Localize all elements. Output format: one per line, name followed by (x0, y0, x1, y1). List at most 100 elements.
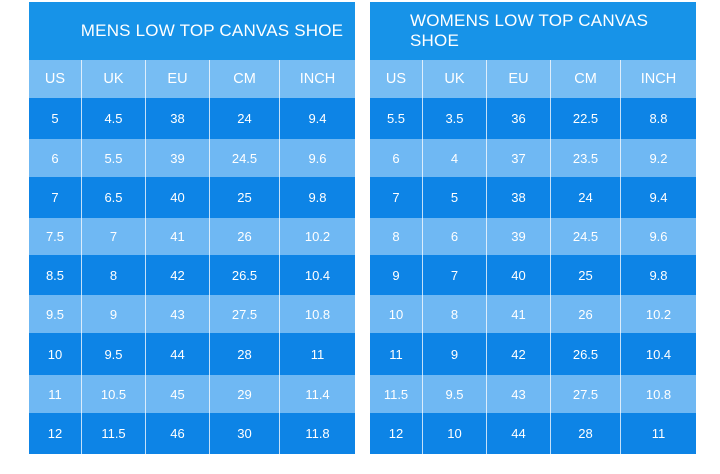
cell-cm: 22.5 (550, 98, 620, 139)
cell-cm: 23.5 (550, 139, 620, 177)
cell-eu: 41 (486, 295, 550, 333)
cell-us: 8 (370, 218, 422, 255)
cell-us: 7 (370, 177, 422, 218)
cell-cm: 25 (209, 177, 279, 218)
cell-inch: 9.8 (279, 177, 355, 218)
cell-inch: 10.4 (620, 333, 696, 375)
size-row: 5 4.5 38 24 9.4 (29, 98, 355, 139)
size-row: 6 5.5 39 24.5 9.6 (29, 139, 355, 177)
header-uk: UK (422, 60, 486, 98)
size-row: 12 11.5 46 30 11.8 (29, 413, 355, 454)
cell-cm: 28 (550, 413, 620, 454)
size-row: 8 6 39 24.5 9.6 (370, 218, 696, 255)
cell-us: 5 (29, 98, 81, 139)
cell-inch: 10.2 (620, 295, 696, 333)
cell-inch: 10.8 (279, 295, 355, 333)
cell-us: 7.5 (29, 218, 81, 255)
cell-eu: 42 (145, 255, 209, 295)
header-us: US (29, 60, 81, 98)
cell-inch: 11 (279, 333, 355, 375)
size-row: 7.5 7 41 26 10.2 (29, 218, 355, 255)
size-row: 8.5 8 42 26.5 10.4 (29, 255, 355, 295)
cell-cm: 26 (209, 218, 279, 255)
cell-inch: 9.6 (620, 218, 696, 255)
womens-size-chart: WOMENS LOW TOP CANVAS SHOE US UK EU CM I… (370, 2, 696, 454)
cell-us: 10 (29, 333, 81, 375)
cell-us: 7 (29, 177, 81, 218)
header-uk: UK (81, 60, 145, 98)
cell-uk: 10 (422, 413, 486, 454)
cell-eu: 40 (145, 177, 209, 218)
cell-uk: 10.5 (81, 375, 145, 413)
cell-inch: 11 (620, 413, 696, 454)
cell-cm: 24 (209, 98, 279, 139)
cell-uk: 9 (422, 333, 486, 375)
cell-uk: 6 (422, 218, 486, 255)
cell-cm: 24.5 (550, 218, 620, 255)
mens-chart-title: MENS LOW TOP CANVAS SHOE (29, 2, 355, 60)
size-row: 10 8 41 26 10.2 (370, 295, 696, 333)
cell-us: 12 (370, 413, 422, 454)
size-row: 5.5 3.5 36 22.5 8.8 (370, 98, 696, 139)
cell-us: 12 (29, 413, 81, 454)
cell-us: 11 (370, 333, 422, 375)
cell-us: 10 (370, 295, 422, 333)
cell-inch: 9.4 (279, 98, 355, 139)
cell-cm: 29 (209, 375, 279, 413)
header-inch: INCH (620, 60, 696, 98)
cell-uk: 8 (81, 255, 145, 295)
cell-cm: 30 (209, 413, 279, 454)
cell-eu: 39 (145, 139, 209, 177)
cell-cm: 25 (550, 255, 620, 295)
size-row: 9.5 9 43 27.5 10.8 (29, 295, 355, 333)
cell-cm: 28 (209, 333, 279, 375)
header-inch: INCH (279, 60, 355, 98)
cell-us: 8.5 (29, 255, 81, 295)
cell-us: 6 (29, 139, 81, 177)
size-row: 7 5 38 24 9.4 (370, 177, 696, 218)
cell-inch: 9.8 (620, 255, 696, 295)
cell-us: 5.5 (370, 98, 422, 139)
size-row: 11 9 42 26.5 10.4 (370, 333, 696, 375)
header-eu: EU (486, 60, 550, 98)
size-row: 10 9.5 44 28 11 (29, 333, 355, 375)
cell-inch: 10.4 (279, 255, 355, 295)
cell-inch: 9.2 (620, 139, 696, 177)
cell-cm: 26 (550, 295, 620, 333)
mens-header-row: US UK EU CM INCH (29, 60, 355, 98)
cell-inch: 11.4 (279, 375, 355, 413)
cell-cm: 26.5 (550, 333, 620, 375)
cell-inch: 8.8 (620, 98, 696, 139)
cell-cm: 24 (550, 177, 620, 218)
cell-uk: 9 (81, 295, 145, 333)
cell-uk: 9.5 (81, 333, 145, 375)
size-row: 11 10.5 45 29 11.4 (29, 375, 355, 413)
cell-eu: 42 (486, 333, 550, 375)
cell-us: 9.5 (29, 295, 81, 333)
cell-cm: 24.5 (209, 139, 279, 177)
cell-us: 6 (370, 139, 422, 177)
womens-chart-title: WOMENS LOW TOP CANVAS SHOE (370, 2, 696, 60)
header-eu: EU (145, 60, 209, 98)
cell-uk: 5 (422, 177, 486, 218)
cell-us: 11.5 (370, 375, 422, 413)
cell-uk: 3.5 (422, 98, 486, 139)
header-cm: CM (550, 60, 620, 98)
cell-eu: 43 (486, 375, 550, 413)
cell-inch: 11.8 (279, 413, 355, 454)
cell-eu: 46 (145, 413, 209, 454)
mens-size-chart: MENS LOW TOP CANVAS SHOE US UK EU CM INC… (29, 2, 355, 454)
cell-eu: 44 (145, 333, 209, 375)
cell-eu: 37 (486, 139, 550, 177)
header-us: US (370, 60, 422, 98)
womens-header-row: US UK EU CM INCH (370, 60, 696, 98)
cell-uk: 9.5 (422, 375, 486, 413)
cell-uk: 4.5 (81, 98, 145, 139)
cell-us: 9 (370, 255, 422, 295)
size-row: 12 10 44 28 11 (370, 413, 696, 454)
cell-eu: 45 (145, 375, 209, 413)
cell-inch: 9.4 (620, 177, 696, 218)
cell-eu: 43 (145, 295, 209, 333)
size-row: 7 6.5 40 25 9.8 (29, 177, 355, 218)
size-row: 6 4 37 23.5 9.2 (370, 139, 696, 177)
